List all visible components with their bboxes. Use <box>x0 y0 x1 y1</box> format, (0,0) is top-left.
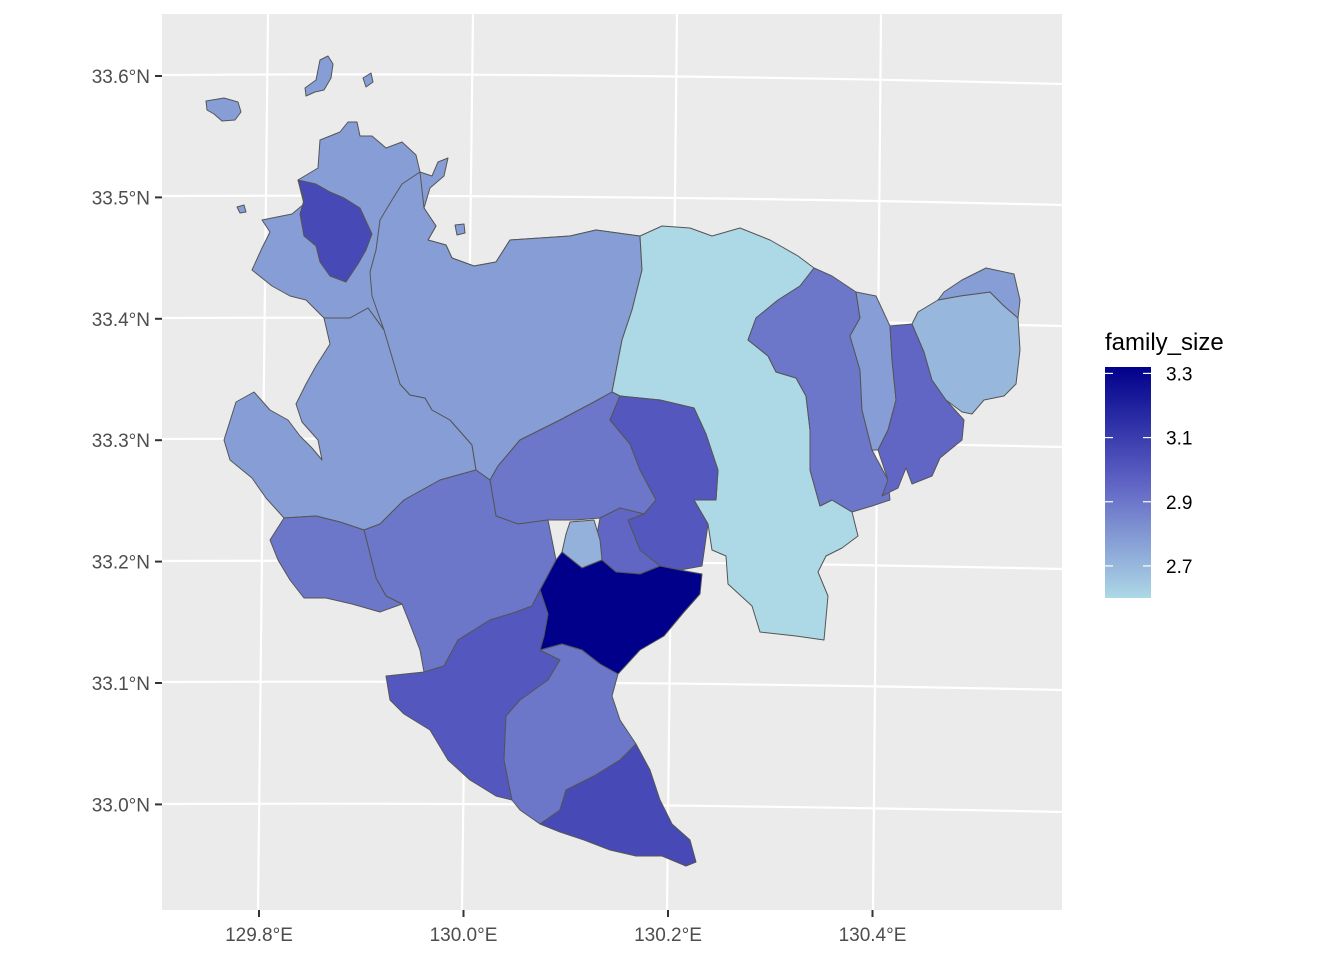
lon-tick-label: 130.0°E <box>430 925 498 946</box>
lon-tick-label: 129.8°E <box>225 925 293 946</box>
lat-tick-label: 33.3°N <box>92 431 150 452</box>
parallel-33-6 <box>161 73 1063 86</box>
region-island-small-west <box>236 204 247 214</box>
parallel-33-5 <box>161 194 1063 207</box>
region-central-north <box>369 171 643 481</box>
lon-tick-label: 130.2°E <box>634 925 702 946</box>
legend-tick-label: 3.3 <box>1166 364 1192 385</box>
legend-tick-label: 3.1 <box>1166 429 1192 450</box>
region-island-north <box>304 55 334 97</box>
legend-tick-label: 2.9 <box>1166 493 1192 514</box>
lat-tick-label: 33.1°N <box>92 674 150 695</box>
region-island-small-east <box>454 223 466 236</box>
lon-tick-label: 130.4°E <box>839 925 907 946</box>
region-island-west <box>205 97 242 122</box>
legend-tick-label: 2.7 <box>1166 557 1192 578</box>
lat-tick-label: 33.4°N <box>92 310 150 331</box>
lat-tick-label: 33.5°N <box>92 188 150 209</box>
lat-tick-label: 33.6°N <box>92 67 150 88</box>
region-center-east <box>609 395 719 571</box>
regions <box>205 55 1021 867</box>
lat-tick-label: 33.0°N <box>92 795 150 816</box>
legend: family_size 3.3 3.1 2.9 2.7 <box>1105 329 1224 598</box>
lat-tick-label: 33.2°N <box>92 553 150 574</box>
latitude-axis: 33.6°N 33.5°N 33.4°N 33.3°N 33.2°N 33.1°N 33.0… <box>92 67 162 816</box>
region-south-tip <box>539 743 697 867</box>
legend-title: family_size <box>1105 329 1224 356</box>
region-far-east-top <box>937 267 1021 319</box>
region-chinzei <box>297 179 373 283</box>
region-island-northeast <box>362 72 374 88</box>
region-west-mid <box>269 515 403 613</box>
longitude-axis: 129.8°E 130.0°E 130.2°E 130.4°E <box>225 910 906 946</box>
legend-colorbar <box>1105 367 1151 598</box>
legend-ticks: 3.3 3.1 2.9 2.7 <box>1105 364 1192 578</box>
